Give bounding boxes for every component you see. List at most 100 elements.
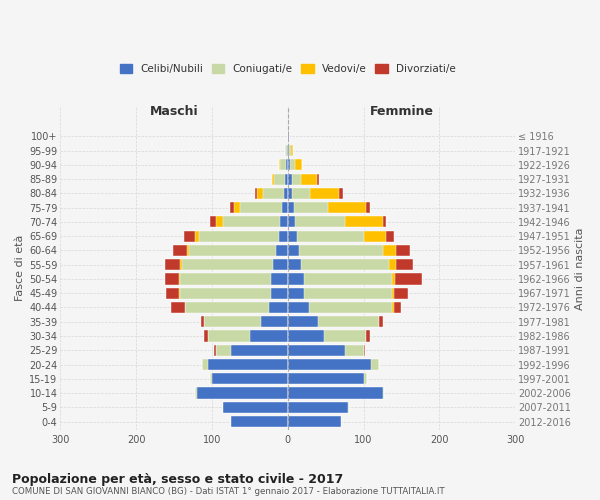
Bar bbox=[255, 188, 263, 199]
Bar bbox=[288, 402, 349, 413]
Bar bbox=[205, 330, 288, 342]
Bar bbox=[165, 274, 179, 284]
Bar bbox=[165, 259, 182, 270]
Bar bbox=[340, 188, 343, 199]
Bar bbox=[269, 302, 288, 313]
Bar bbox=[288, 302, 401, 313]
Bar bbox=[394, 288, 407, 299]
Bar bbox=[288, 316, 318, 328]
Bar bbox=[288, 174, 319, 184]
Bar bbox=[364, 230, 394, 241]
Bar bbox=[288, 373, 367, 384]
Bar bbox=[288, 359, 371, 370]
Bar bbox=[364, 344, 365, 356]
Bar bbox=[255, 188, 257, 199]
Bar bbox=[212, 373, 288, 384]
Bar bbox=[202, 359, 288, 370]
Bar bbox=[288, 188, 343, 199]
Bar bbox=[223, 402, 288, 413]
Bar bbox=[250, 330, 288, 342]
Bar bbox=[209, 373, 288, 384]
Bar bbox=[255, 188, 288, 199]
Bar bbox=[230, 202, 288, 213]
Bar bbox=[288, 216, 386, 228]
Bar bbox=[288, 274, 304, 284]
Bar bbox=[288, 202, 294, 213]
Bar bbox=[392, 288, 407, 299]
Bar bbox=[395, 274, 422, 284]
Bar bbox=[394, 302, 401, 313]
Bar bbox=[288, 131, 289, 142]
Bar bbox=[173, 245, 187, 256]
Bar bbox=[288, 288, 407, 299]
Bar bbox=[288, 230, 394, 241]
Bar bbox=[288, 330, 370, 342]
Bar bbox=[166, 288, 180, 299]
Bar bbox=[328, 202, 370, 213]
Bar bbox=[286, 160, 288, 170]
Bar bbox=[277, 245, 288, 256]
Bar bbox=[288, 202, 370, 213]
Bar bbox=[171, 302, 185, 313]
Bar bbox=[288, 330, 324, 342]
Bar bbox=[288, 160, 302, 170]
Bar bbox=[205, 330, 208, 342]
Bar bbox=[310, 188, 343, 199]
Bar bbox=[288, 145, 289, 156]
Bar bbox=[209, 216, 288, 228]
Bar bbox=[261, 316, 288, 328]
Bar bbox=[291, 145, 293, 156]
Bar bbox=[288, 245, 410, 256]
Bar bbox=[230, 202, 234, 213]
Bar bbox=[288, 344, 344, 356]
Bar bbox=[278, 230, 288, 241]
Bar bbox=[165, 259, 288, 270]
Bar bbox=[284, 188, 288, 199]
Bar bbox=[392, 274, 422, 284]
Text: Popolazione per età, sesso e stato civile - 2017: Popolazione per età, sesso e stato civil… bbox=[12, 472, 343, 486]
Bar bbox=[288, 402, 349, 413]
Bar bbox=[209, 216, 216, 228]
Y-axis label: Fasce di età: Fasce di età bbox=[15, 235, 25, 302]
Bar bbox=[223, 402, 288, 413]
Bar bbox=[205, 330, 208, 342]
Bar bbox=[165, 274, 288, 284]
Bar bbox=[383, 245, 410, 256]
Bar bbox=[288, 145, 293, 156]
Bar bbox=[288, 274, 422, 284]
Bar bbox=[271, 288, 288, 299]
Legend: Celibi/Nubili, Coniugati/e, Vedovi/e, Divorziati/e: Celibi/Nubili, Coniugati/e, Vedovi/e, Di… bbox=[116, 60, 460, 78]
Bar bbox=[200, 316, 288, 328]
Bar bbox=[272, 174, 288, 184]
Bar bbox=[171, 302, 288, 313]
Bar bbox=[286, 145, 288, 156]
Bar bbox=[197, 388, 288, 398]
Bar bbox=[379, 316, 383, 328]
Bar bbox=[288, 230, 297, 241]
Bar bbox=[165, 274, 180, 284]
Bar bbox=[288, 416, 341, 427]
Bar bbox=[288, 188, 292, 199]
Bar bbox=[214, 344, 216, 356]
Bar bbox=[195, 388, 288, 398]
Bar bbox=[389, 259, 413, 270]
Bar bbox=[366, 330, 370, 342]
Bar bbox=[288, 245, 299, 256]
Bar bbox=[166, 288, 288, 299]
Bar bbox=[288, 388, 383, 398]
Bar bbox=[208, 359, 288, 370]
Bar bbox=[230, 202, 240, 213]
Bar bbox=[288, 259, 301, 270]
Bar bbox=[173, 245, 288, 256]
Bar bbox=[231, 416, 288, 427]
Bar bbox=[301, 174, 319, 184]
Bar bbox=[287, 145, 288, 156]
Bar bbox=[280, 216, 288, 228]
Text: Femmine: Femmine bbox=[370, 105, 433, 118]
Bar bbox=[383, 216, 386, 228]
Bar bbox=[165, 259, 180, 270]
Bar bbox=[272, 259, 288, 270]
Bar bbox=[288, 316, 383, 328]
Bar bbox=[171, 302, 185, 313]
Bar bbox=[288, 388, 384, 398]
